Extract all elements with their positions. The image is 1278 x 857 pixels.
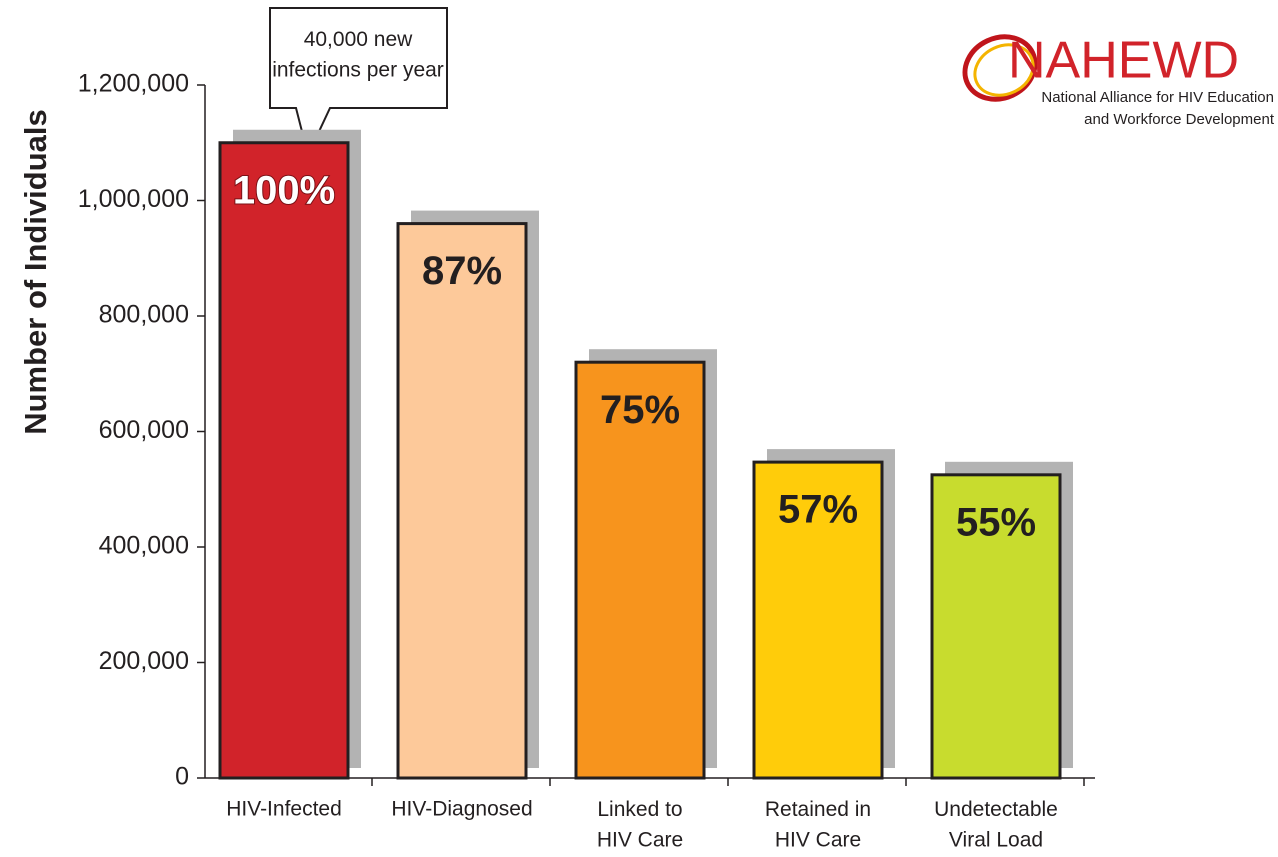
x-tick-label: Undetectable Viral Load [934, 798, 1058, 851]
bar-value-label: 55% [956, 500, 1036, 544]
y-tick-label: 0 [175, 763, 189, 791]
bar [752, 460, 884, 780]
x-tick-label: Linked to HIV Care [597, 798, 683, 851]
bar [930, 473, 1062, 780]
logo-swoosh [973, 43, 1035, 97]
annotation: 40,000 new infections per year [272, 28, 444, 81]
x-tick-label: HIV-Infected [226, 798, 342, 821]
bar-value-label: 100% [233, 168, 335, 212]
bar [574, 360, 706, 780]
bar-value-label: 87% [422, 249, 502, 293]
logo: NAHEWD National Alliance for HIV Educati… [962, 32, 1275, 128]
logo-name: NAHEWD [1008, 32, 1239, 90]
y-tick-label: 200,000 [99, 647, 189, 675]
bar-value-label: 57% [778, 488, 858, 532]
bar-value-label: 75% [600, 388, 680, 432]
bar [396, 222, 528, 780]
logo-subtitle: National Alliance for HIV Education and W… [1041, 89, 1274, 128]
y-tick-label: 1,200,000 [78, 70, 189, 98]
x-tick-label: HIV-Diagnosed [391, 798, 532, 821]
y-tick-label: 1,000,000 [78, 185, 189, 213]
y-tick-label: 800,000 [99, 301, 189, 329]
y-tick-label: 400,000 [99, 532, 189, 560]
bar [218, 141, 350, 780]
x-tick-label: Retained in HIV Care [765, 798, 871, 851]
y-axis-label: Number of Individuals [18, 109, 53, 435]
logo-swoosh [962, 34, 1038, 102]
y-tick-label: 600,000 [99, 416, 189, 444]
